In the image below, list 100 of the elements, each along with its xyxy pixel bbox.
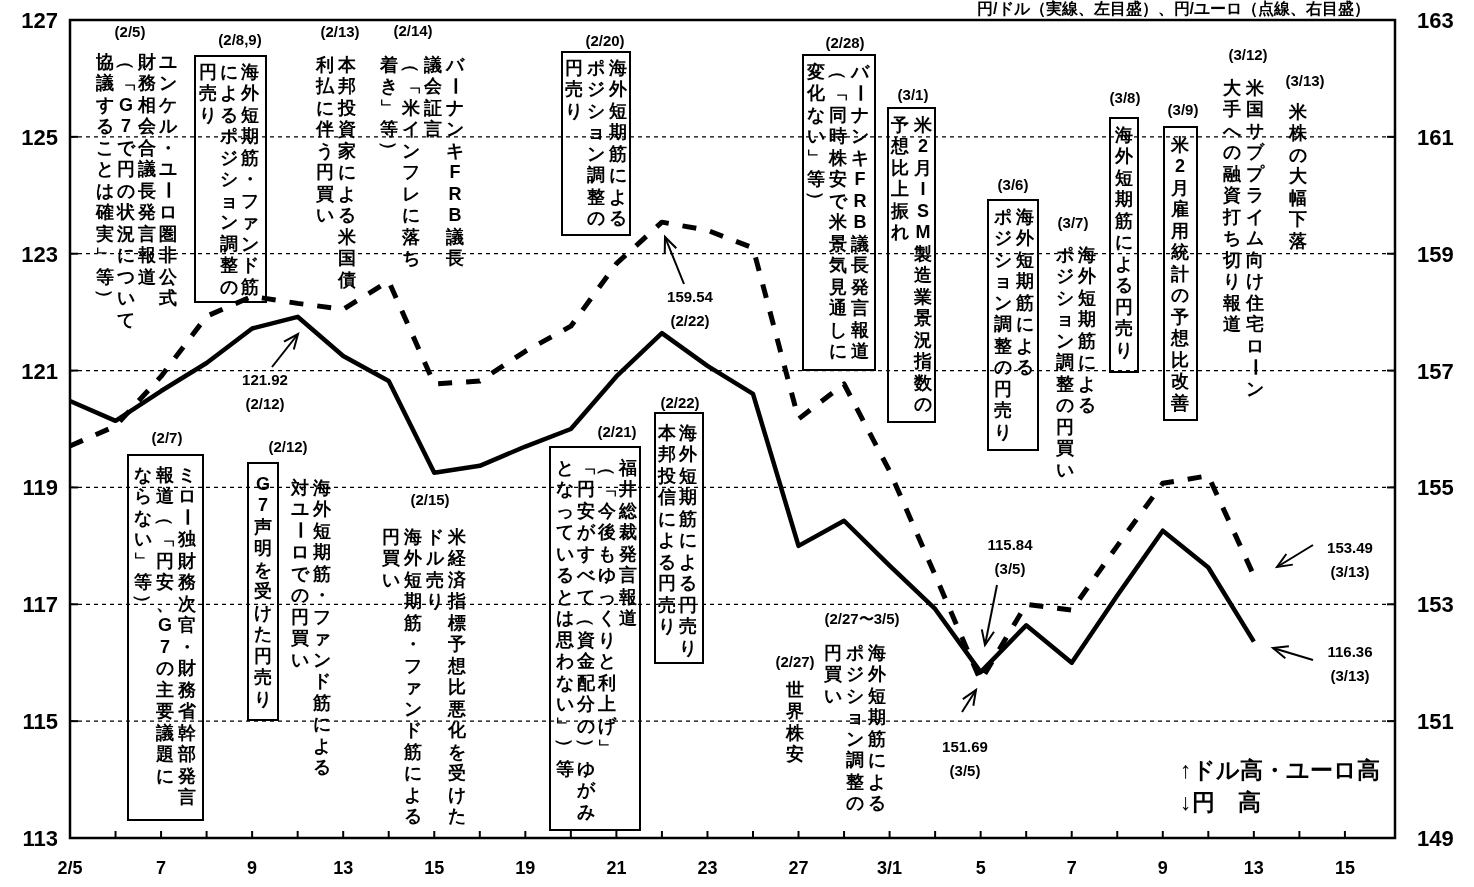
text: G7声明を受けた円売り <box>254 473 272 709</box>
annotation: (3/1) <box>897 86 929 103</box>
annotation: 121.92 (2/12) <box>242 371 288 412</box>
x-tick-label: 23 <box>697 858 718 878</box>
text: （「米インフレに落ち <box>401 55 421 268</box>
annotation: 予想比上振れ <box>890 114 910 242</box>
y-tick-label: 123 <box>21 241 58 267</box>
annotation: 変化ない」等） <box>806 61 826 209</box>
annotation: (2/21) <box>597 423 637 440</box>
text: 米2月雇用統計の予想比改善 <box>1171 134 1189 413</box>
annotation: (2/27) <box>775 653 815 670</box>
annotation: (2/20) <box>585 32 625 49</box>
y2-tick-label: 157 <box>1417 358 1454 384</box>
text: 海外短期筋による <box>868 642 886 813</box>
annotation: (2/27〜3/5) <box>824 610 900 627</box>
y-tick-label: 121 <box>21 358 58 384</box>
y2-tick-label: 161 <box>1417 124 1454 150</box>
annotation: ポジション調整の <box>219 126 238 297</box>
y2-tick-label: 163 <box>1417 8 1454 33</box>
x-tick-label: 13 <box>1243 858 1264 878</box>
x-tick-label: 5 <box>975 858 986 878</box>
y-tick-label: 127 <box>21 8 58 33</box>
text: ポジション調整の <box>1056 244 1074 415</box>
y-tick-label: 119 <box>22 475 58 501</box>
y-tick-label: 115 <box>22 709 58 735</box>
text: 海外短期筋・ファンド筋による <box>313 477 331 777</box>
annotation: 海外短期筋による <box>608 57 628 228</box>
annotation: (2/5) <box>114 23 146 40</box>
annotation: (2/28) <box>825 34 865 51</box>
text: 海外短期筋・ファンド筋 <box>241 61 259 297</box>
x-tick-label: 9 <box>247 858 258 878</box>
x-tick-label: 2/5 <box>57 858 83 878</box>
x-tick-label: 13 <box>333 858 354 878</box>
text: 円買い <box>824 642 842 706</box>
y2-tick-label: 159 <box>1417 241 1454 267</box>
text: 円買い <box>382 526 400 590</box>
annotation: 151.69 (3/5) <box>942 738 988 779</box>
annotation: 海外短期筋による <box>1114 124 1134 295</box>
annotation: (2/14) <box>393 22 433 39</box>
x-tick-label: 19 <box>515 858 536 878</box>
annotation: (3/6) <box>997 176 1029 193</box>
annotation: ならない」等） <box>133 464 153 612</box>
annotation: (2/7) <box>151 429 183 446</box>
text: （「同時株安で米景気見通しに <box>828 62 848 361</box>
annotation: (3/12) <box>1228 46 1268 63</box>
x-tick-label: 15 <box>424 858 445 878</box>
text: 「円安がすべて（資金配分の）ゆがみ <box>576 458 596 822</box>
annotation: 利払に伴う円買い <box>315 54 335 225</box>
annotation: (3/7) <box>1057 214 1089 231</box>
annotation: 円買い <box>1055 416 1074 480</box>
annotation: 着き」等） <box>379 54 399 159</box>
y2-tick-label: 155 <box>1417 475 1454 501</box>
annotation: 円売り <box>199 61 217 125</box>
y-tick-label: 113 <box>22 826 58 851</box>
annotation: 153.49 (3/13) <box>1327 539 1373 580</box>
annotation: 116.36 (3/13) <box>1327 643 1373 684</box>
annotation: 円売り <box>565 57 583 121</box>
text: 報道（「円安、G7の主要議題に <box>155 464 175 786</box>
chart-title: 円/ドル（実線、左目盛）、円/ユーロ（点線、右目盛） <box>977 0 1370 18</box>
annotation: 議会証言 <box>423 54 443 139</box>
annotation: 円買い <box>290 606 309 670</box>
y2-tick-label: 149 <box>1417 826 1454 851</box>
annotation: 福井総裁発言報道 <box>618 457 638 628</box>
x-tick-label: 7 <box>156 858 167 878</box>
x-tick-label: 27 <box>788 858 809 878</box>
text: ポジション調整の円売り <box>994 206 1012 442</box>
text: バーナンキFRB議長発言報道 <box>850 61 870 361</box>
text: 協議することは確実」等） <box>95 51 115 307</box>
x-tick-label: 9 <box>1157 858 1168 878</box>
y2-tick-label: 151 <box>1417 709 1454 735</box>
annotation: (2/13) <box>320 23 360 40</box>
text: ポジション調整の <box>846 642 864 813</box>
text: による <box>220 61 238 125</box>
annotation: (2/22) <box>660 394 700 411</box>
annotation: 米株の大幅下落 <box>1288 101 1308 251</box>
annotation: ドル売り <box>425 526 445 611</box>
text: 海外短期筋・ファンド筋による <box>404 526 422 826</box>
annotation: 海外短期筋による <box>1077 244 1097 415</box>
x-tick-label: 3/1 <box>877 858 903 878</box>
text: ミロー独財務次官・財務省幹部発言 <box>177 464 197 807</box>
y2-tick-label: 153 <box>1417 592 1454 618</box>
annotation: ↓円 高 <box>1180 789 1261 815</box>
annotation: 世界株安 <box>785 679 805 764</box>
x-tick-label: 7 <box>1066 858 1077 878</box>
text: 米2月ISM製造業景況指数の <box>914 114 932 414</box>
text: ユンケル・ユーロ圏非公式 <box>158 51 178 308</box>
text: 対ユーロでの <box>290 477 310 605</box>
annotation: ↑ドル高・ユーロ高 <box>1180 757 1380 783</box>
annotation: (3/8) <box>1109 89 1141 106</box>
annotation: 159.54 (2/22) <box>667 288 714 329</box>
text: バーナンキFRB議長 <box>445 54 465 268</box>
annotation: (2/12) <box>268 438 308 455</box>
text: 大手への融資打ち切り報道 <box>1223 77 1241 334</box>
annotation: 115.84 (3/5) <box>987 536 1034 577</box>
annotation: (3/13) <box>1285 72 1325 89</box>
y-tick-label: 125 <box>21 124 58 150</box>
text: 円売り <box>1115 296 1133 360</box>
text: （「G7で円の状況について <box>116 52 136 330</box>
annotation: (2/8,9) <box>218 31 262 48</box>
text: 財務相会合議長発言報道 <box>138 51 156 287</box>
